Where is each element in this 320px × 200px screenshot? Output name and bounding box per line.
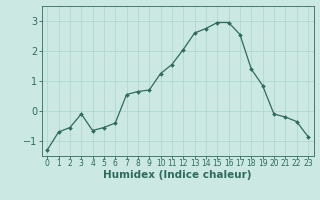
X-axis label: Humidex (Indice chaleur): Humidex (Indice chaleur) xyxy=(103,170,252,180)
